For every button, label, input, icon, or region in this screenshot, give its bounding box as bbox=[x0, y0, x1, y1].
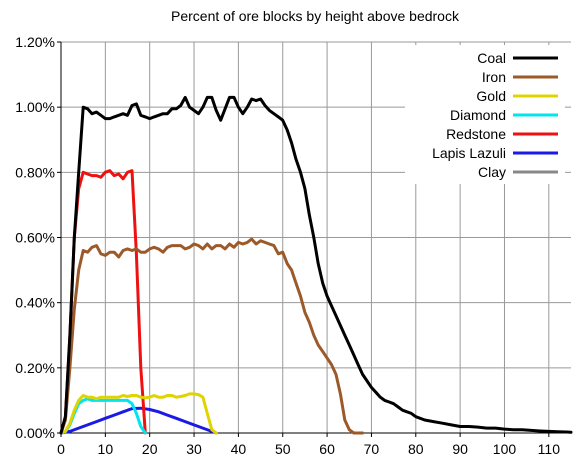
x-tick-label: 0 bbox=[57, 441, 65, 457]
series-line-lapis-lazuli bbox=[59, 406, 218, 435]
legend-label-diamond: Diamond bbox=[450, 107, 506, 123]
x-tick-label: 30 bbox=[186, 441, 202, 457]
y-tick-label: 1.00% bbox=[15, 99, 55, 115]
legend-label-gold: Gold bbox=[476, 88, 506, 104]
chart-title: Percent of ore blocks by height above be… bbox=[171, 8, 460, 24]
series-line-coal bbox=[59, 95, 573, 435]
legend-label-redstone: Redstone bbox=[446, 126, 506, 142]
y-tick-label: 0.80% bbox=[15, 164, 55, 180]
x-tick-label: 10 bbox=[98, 441, 114, 457]
legend-label-coal: Coal bbox=[477, 50, 506, 66]
x-tick-label: 50 bbox=[275, 441, 291, 457]
y-tick-label: 0.00% bbox=[15, 425, 55, 441]
x-tick-label: 110 bbox=[538, 441, 561, 457]
y-tick-label: 0.20% bbox=[15, 360, 55, 376]
x-tick-label: 60 bbox=[319, 441, 335, 457]
x-tick-label: 90 bbox=[452, 441, 468, 457]
x-tick-label: 40 bbox=[231, 441, 247, 457]
series-line-iron bbox=[59, 237, 365, 435]
series-lines bbox=[59, 95, 573, 435]
legend-label-clay: Clay bbox=[478, 164, 506, 180]
y-tick-label: 1.20% bbox=[15, 34, 55, 50]
x-tick-label: 80 bbox=[408, 441, 424, 457]
y-tick-label: 0.60% bbox=[15, 230, 55, 246]
x-tick-label: 20 bbox=[142, 441, 158, 457]
y-tick-label: 0.40% bbox=[15, 295, 55, 311]
legend-label-iron: Iron bbox=[482, 69, 506, 85]
axes: 0.00% 0.20% 0.40% 0.60% 0.80% 1.00% 1.20% 0 10 20… bbox=[15, 34, 571, 457]
legend-label-lapis-lazuli: Lapis Lazuli bbox=[432, 145, 506, 161]
legend: Coal Iron Gold Diamond Redstone Lapis Lazuli C… bbox=[405, 45, 565, 184]
series-line-gold bbox=[59, 392, 218, 435]
x-tick-label: 100 bbox=[493, 441, 517, 457]
x-tick-label: 70 bbox=[364, 441, 380, 457]
